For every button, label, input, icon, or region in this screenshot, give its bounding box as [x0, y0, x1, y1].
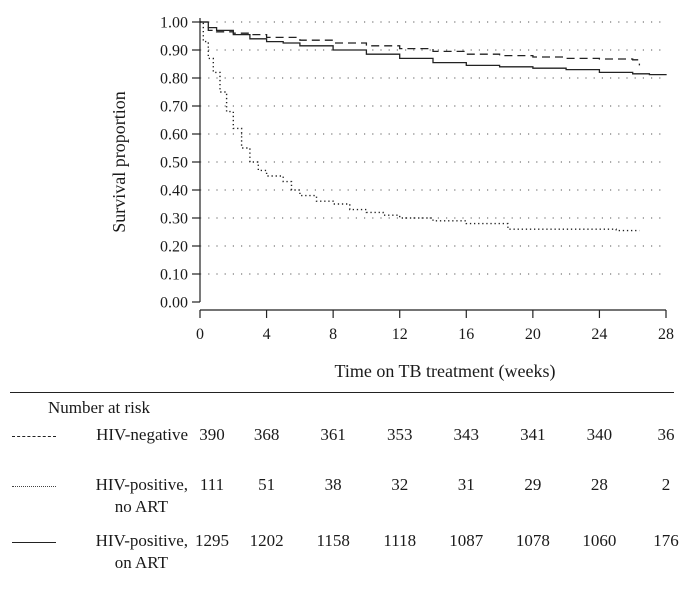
risk-row-label: HIV-positive, no ART: [62, 474, 188, 518]
risk-row-label-line: on ART: [114, 553, 168, 572]
risk-row-label-line: HIV-positive,: [95, 531, 188, 550]
y-tick-label: 0.40: [160, 183, 188, 200]
x-axis-label: Time on TB treatment (weeks): [335, 361, 556, 382]
series-line-hiv-positive-no-art: [200, 21, 640, 232]
y-tick-label: 0.50: [160, 155, 188, 172]
risk-count-cell: 1078: [515, 531, 550, 550]
number-at-risk-table: Number at risk HIV-negative 390 368 361 353…: [0, 388, 682, 592]
risk-count-cell: 51: [258, 475, 276, 494]
risk-row-label-line: HIV-positive,: [95, 475, 188, 494]
y-tick-label: 1.00: [160, 15, 188, 32]
legend-solid-line: [12, 542, 56, 543]
x-tick-label: 20: [525, 326, 541, 343]
risk-count-cell: 2: [661, 475, 671, 494]
y-tick-label: 0.60: [160, 127, 188, 144]
y-tick-label: 0.00: [160, 295, 188, 312]
risk-count-cell: 390: [199, 425, 225, 444]
x-tick-label: 28: [658, 326, 674, 343]
risk-count-cell: 28: [590, 475, 608, 494]
x-tick-label: 24: [591, 326, 607, 343]
y-tick-label: 0.70: [160, 99, 188, 116]
risk-row-label: HIV-negative: [62, 424, 188, 446]
x-tick-label: 8: [329, 326, 337, 343]
risk-table-title: Number at risk: [48, 398, 150, 417]
y-tick-label: 0.10: [160, 267, 188, 284]
risk-count-cell: 353: [386, 425, 413, 444]
x-tick-label: 12: [392, 326, 408, 343]
y-tick-label: 0.20: [160, 239, 188, 256]
risk-count-cell: 340: [586, 425, 613, 444]
chart-labels: 0.00 0.10 0.20 0.30 0.40 0.50 0.60 0.70 0.80 0.90…: [109, 15, 674, 383]
risk-count-cell: 1158: [316, 531, 350, 550]
y-axis-label: Survival proportion: [109, 91, 129, 233]
risk-count-cell: 32: [391, 475, 409, 494]
chart-series: [200, 21, 667, 232]
risk-count-cell: 176: [653, 531, 679, 550]
legend-dashed-line: [12, 436, 56, 437]
y-tick-label: 0.90: [160, 43, 188, 60]
risk-row-label: HIV-positive, on ART: [62, 530, 188, 574]
x-tick-label: 0: [196, 326, 204, 343]
risk-count-cell: 38: [324, 475, 342, 494]
y-tick-label: 0.30: [160, 211, 188, 228]
risk-count-cell: 36: [657, 425, 675, 444]
x-tick-label: 16: [458, 326, 474, 343]
risk-count-cell: 341: [520, 425, 546, 444]
series-line-hiv-positive-on-art: [200, 21, 667, 76]
risk-row-hiv-positive-on-art: HIV-positive, on ART 1295 1202 1158 1118 108…: [0, 530, 682, 590]
risk-count-cell: 29: [524, 475, 542, 494]
risk-count-cell: 1295: [195, 531, 229, 550]
risk-count-cell: 1060: [582, 531, 617, 550]
risk-count-cell: 1118: [383, 531, 417, 550]
risk-count-cell: 343: [453, 425, 480, 444]
table-divider: [10, 392, 674, 393]
y-tick-label: 0.80: [160, 71, 188, 88]
risk-count-cell: 361: [320, 425, 346, 444]
legend-dotted-line: [12, 486, 56, 487]
risk-row-hiv-negative: HIV-negative 390 368 361 353 343 341 340 36: [0, 424, 682, 484]
risk-count-cell: 368: [253, 425, 280, 444]
survival-chart: 0.00 0.10 0.20 0.30 0.40 0.50 0.60 0.70 0.80 0.90…: [109, 15, 674, 383]
risk-row-label-line: HIV-negative: [96, 425, 188, 444]
risk-count-cell: 31: [457, 475, 475, 494]
x-tick-label: 4: [263, 326, 271, 343]
risk-row-hiv-positive-no-art: HIV-positive, no ART 111 51 38 32 31 29 28 2: [0, 474, 682, 534]
risk-count-cell: 1202: [249, 531, 284, 550]
risk-count-cell: 111: [199, 475, 225, 494]
risk-count-cell: 1087: [449, 531, 484, 550]
chart-axes: [192, 18, 667, 318]
risk-row-label-line: no ART: [114, 497, 168, 516]
